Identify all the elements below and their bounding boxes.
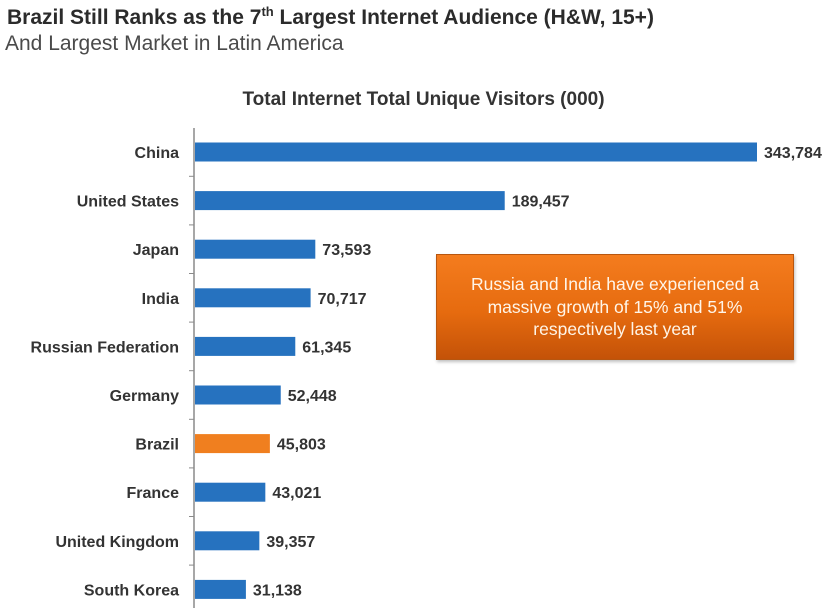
category-label: South Korea	[84, 582, 179, 599]
category-label: Russian Federation	[31, 339, 179, 356]
value-label: 61,345	[302, 339, 351, 356]
value-label: 31,138	[253, 582, 302, 599]
value-label: 73,593	[322, 242, 371, 259]
bar	[195, 191, 505, 211]
category-label: Germany	[110, 388, 179, 405]
value-label: 45,803	[277, 437, 326, 454]
category-label: United States	[77, 194, 179, 211]
page-title: Brazil Still Ranks as the 7th Largest In…	[7, 4, 654, 29]
bar	[195, 336, 296, 356]
value-label: 189,457	[512, 194, 570, 211]
value-label: 52,448	[288, 388, 337, 405]
value-label: 43,021	[272, 485, 321, 502]
category-label: India	[142, 291, 179, 308]
value-label: 70,717	[318, 291, 367, 308]
category-label: Japan	[133, 242, 179, 259]
value-label: 343,784	[764, 145, 822, 162]
bar	[195, 239, 316, 259]
category-label: Brazil	[135, 437, 179, 454]
bar-highlight	[195, 434, 270, 454]
value-label: 39,357	[266, 534, 315, 551]
bar	[195, 288, 311, 308]
bar	[195, 482, 266, 502]
bar	[195, 142, 757, 162]
category-label: United Kingdom	[55, 534, 179, 551]
category-label: China	[135, 145, 180, 162]
page-subtitle: And Largest Market in Latin America	[5, 32, 344, 55]
category-label: France	[127, 485, 180, 502]
bar	[195, 531, 260, 551]
bar	[195, 385, 281, 405]
callout-text: Russia and India have experienced a mass…	[471, 273, 759, 340]
bar	[195, 579, 246, 599]
chart-title: Total Internet Total Unique Visitors (00…	[242, 89, 605, 110]
callout-box: Russia and India have experienced a mass…	[436, 254, 794, 360]
